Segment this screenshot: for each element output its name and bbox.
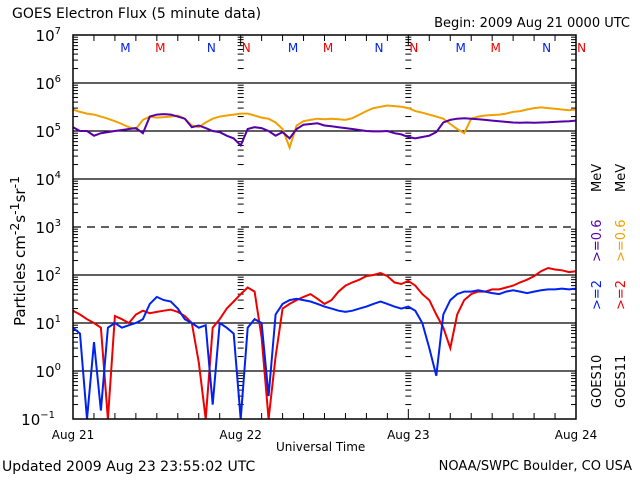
y-tick-label: 105 [36,122,61,141]
noon-midnight-marker: N [542,41,551,55]
noon-midnight-marker: M [490,41,500,55]
noon-midnight-marker: M [120,41,130,55]
y-tick-label: 103 [36,218,61,237]
noon-midnight-marker: N [207,41,216,55]
x-tick-label: Aug 24 [555,428,598,442]
legend-goes10-ge06: >=0.6 [590,219,605,262]
legend-goes10-sat: GOES10 [590,354,605,408]
noon-midnight-marker: N [242,41,251,55]
x-tick-label: Aug 22 [219,428,262,442]
plot-frame [72,34,577,420]
noon-midnight-marker: M [456,41,466,55]
updated-timestamp: Updated 2009 Aug 23 23:55:02 UTC [2,459,256,475]
series-line-goes10-2-mev [72,287,577,420]
y-tick-label: 102 [36,266,61,285]
begin-time: Begin: 2009 Aug 21 0000 UTC [434,16,630,31]
x-tick-label: Aug 21 [52,428,95,442]
y-tick-label: 10−1 [21,410,55,429]
noon-midnight-marker: N [577,41,586,55]
noon-midnight-marker: N [374,41,383,55]
noon-midnight-marker: M [155,41,165,55]
legend-goes10-unit: MeV [590,163,605,192]
legend-goes10-ge2: >=2 [590,279,605,310]
credit-text: NOAA/SWPC Boulder, CO USA [438,459,632,474]
chart-title: GOES Electron Flux (5 minute data) [12,6,262,22]
y-tick-label: 101 [36,314,61,333]
noon-midnight-marker: M [323,41,333,55]
y-tick-label: 107 [36,26,61,45]
series-line-goes11-2-mev [72,266,577,420]
y-tick-label: 104 [36,170,61,189]
series-line-goes10-0-6-mev [72,113,577,148]
noon-midnight-marker: N [409,41,418,55]
legend-goes11-ge2: >=2 [614,279,629,310]
legend-goes11-unit: MeV [614,163,629,192]
legend-goes11-sat: GOES11 [614,354,629,408]
y-tick-label: 100 [36,362,61,381]
series-line-goes11-0-6-mev [72,104,577,151]
legend-goes11-ge06: >=0.6 [614,219,629,262]
x-tick-label: Aug 23 [387,428,430,442]
x-axis-label: Universal Time [276,440,366,454]
noon-midnight-marker: M [288,41,298,55]
y-tick-label: 106 [36,74,61,93]
